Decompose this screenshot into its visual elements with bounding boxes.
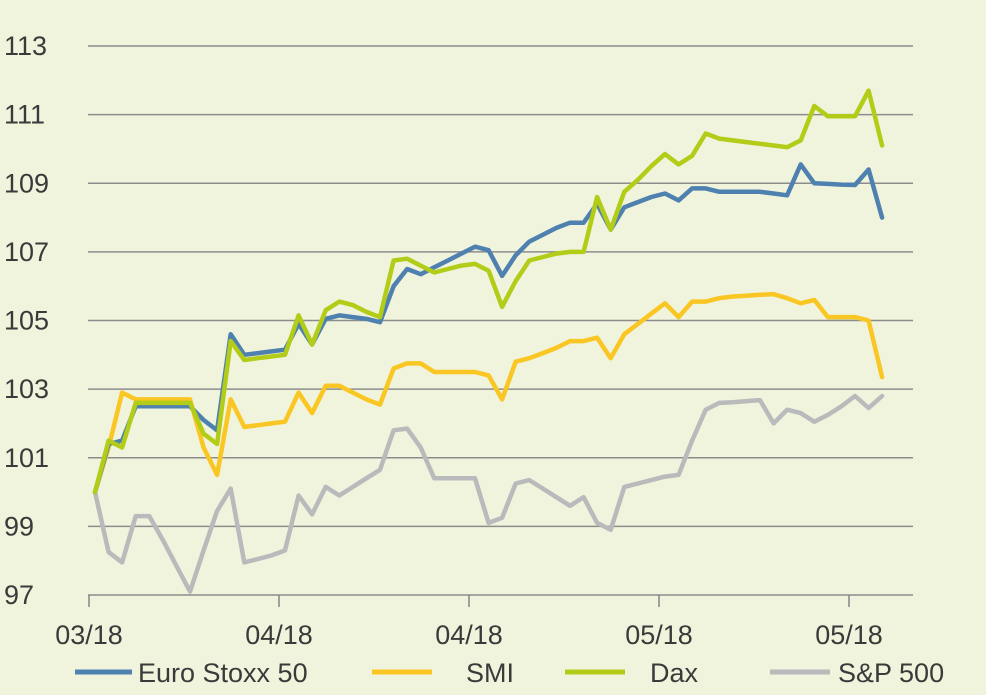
x-tick-label: 05/18 bbox=[625, 620, 693, 650]
x-tick-label: 03/18 bbox=[55, 620, 123, 650]
x-tick-label: 05/18 bbox=[815, 620, 883, 650]
legend-label-dax: Dax bbox=[650, 658, 699, 688]
legend-label-smi: SMI bbox=[466, 658, 514, 688]
legend-label-s-p-500: S&P 500 bbox=[838, 658, 944, 688]
series-line-dax bbox=[92, 88, 885, 495]
y-tick-label: 111 bbox=[4, 100, 45, 130]
legend-label-euro-stoxx-50: Euro Stoxx 50 bbox=[138, 658, 308, 688]
series-lines bbox=[92, 88, 885, 594]
legend: Euro Stoxx 50 SMI Dax S&P 500 bbox=[75, 658, 944, 688]
y-axis: 97 99 101 103 105 107 109 111 113 bbox=[4, 31, 49, 610]
y-tick-label: 105 bbox=[4, 306, 49, 336]
x-tick-label: 04/18 bbox=[245, 620, 313, 650]
x-tick-label: 04/18 bbox=[435, 620, 503, 650]
y-tick-label: 101 bbox=[4, 443, 49, 473]
series-line-s-p-500 bbox=[92, 393, 885, 594]
y-tick-label: 99 bbox=[4, 511, 34, 541]
y-tick-label: 109 bbox=[4, 168, 49, 198]
y-tick-label: 107 bbox=[4, 237, 49, 267]
y-tick-label: 113 bbox=[4, 31, 47, 61]
y-tick-label: 103 bbox=[4, 374, 49, 404]
x-axis: 03/18 04/18 04/18 05/18 05/18 bbox=[55, 595, 883, 650]
y-tick-label: 97 bbox=[4, 580, 34, 610]
series-line-smi bbox=[92, 291, 885, 495]
